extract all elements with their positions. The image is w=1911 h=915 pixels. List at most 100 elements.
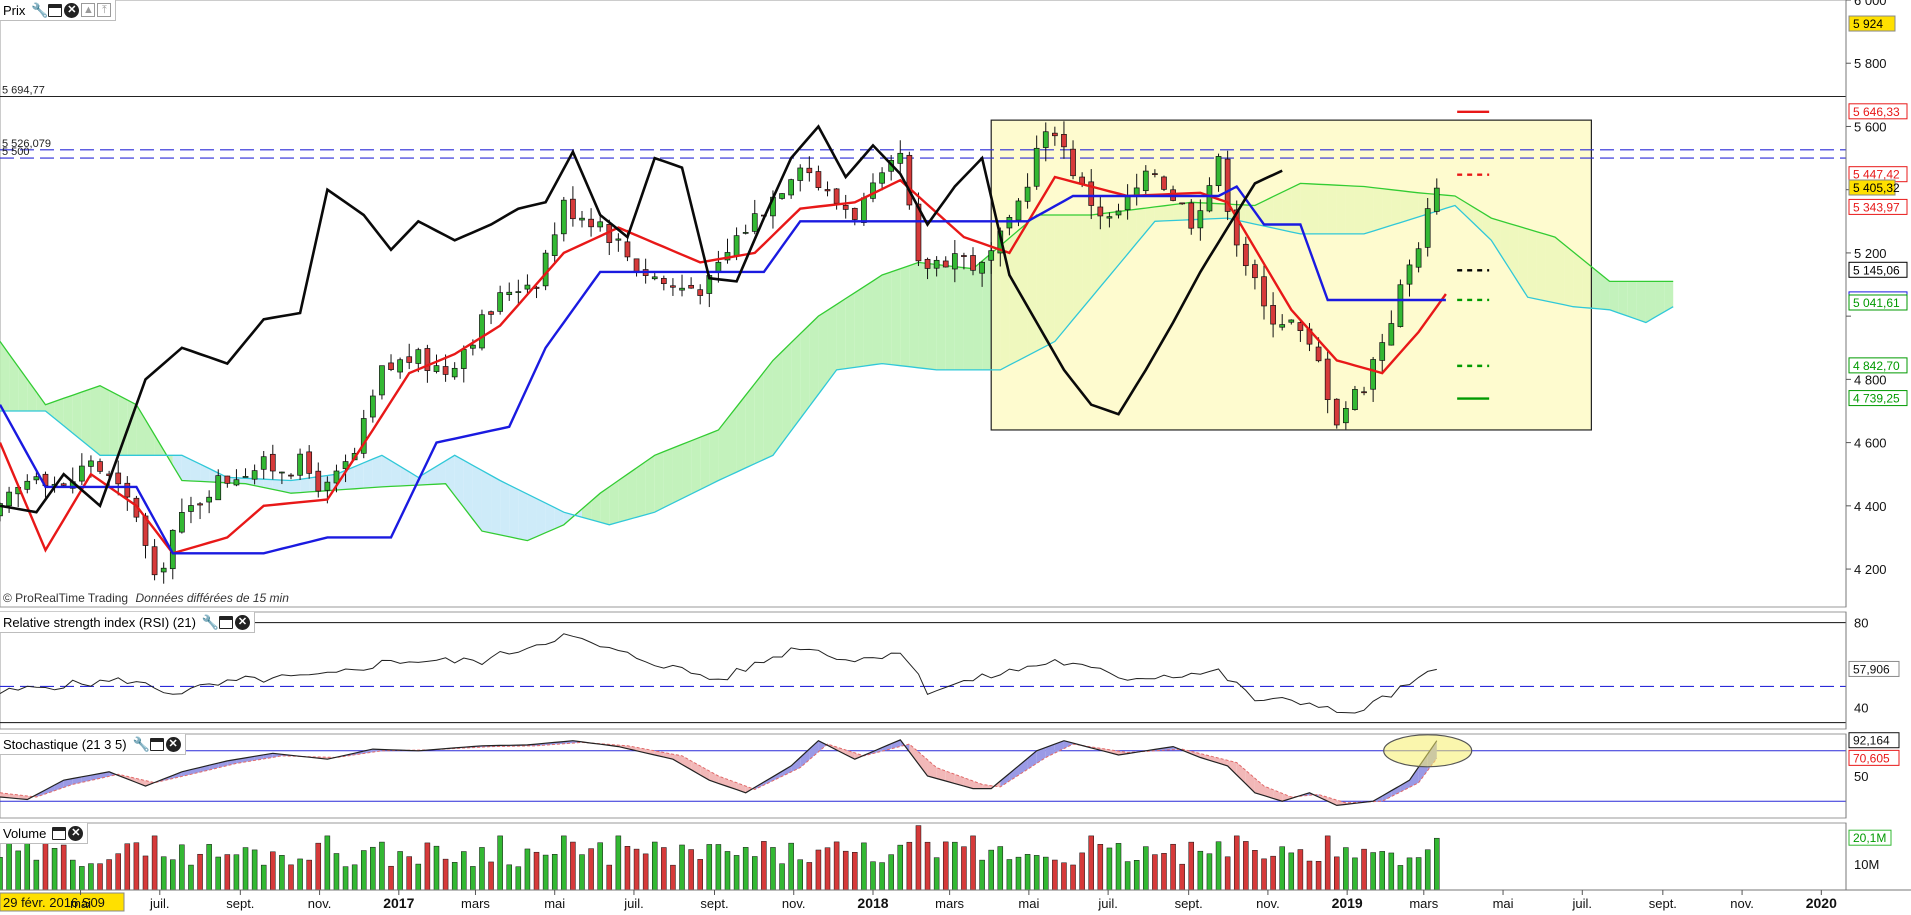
volume-bar (933, 857, 940, 891)
volume-bar (388, 865, 394, 891)
volume-bar (742, 847, 749, 891)
stoch-fill-segment (1018, 758, 1028, 776)
volume-bar (1015, 856, 1022, 891)
cloud-segment (791, 333, 801, 431)
volume-bar (1179, 863, 1185, 891)
cloud-segment (136, 404, 146, 456)
cloud-segment (754, 371, 764, 464)
candle-body (751, 213, 758, 232)
volume-bar (724, 851, 731, 891)
x-tick-label: 2017 (383, 895, 414, 911)
candle-body (660, 278, 667, 284)
candle-body (215, 475, 222, 501)
move-top-icon[interactable]: ⤒ (97, 3, 112, 17)
wrench-icon[interactable]: 🔧 (132, 735, 151, 752)
window-icon[interactable] (149, 737, 164, 751)
candle-body (442, 366, 449, 375)
cloud-segment (691, 437, 701, 495)
volume-bar (379, 841, 385, 891)
candle-body (1215, 156, 1222, 187)
stoch-fill-segment (1109, 749, 1119, 755)
candle-body (1115, 210, 1122, 216)
candle-body (1042, 131, 1049, 148)
volume-bar (952, 841, 958, 891)
price-tag-bg (1848, 357, 1908, 374)
volume-bar (706, 844, 713, 891)
candle-body (688, 284, 694, 289)
cloud-segment (354, 462, 364, 489)
volume-bar (397, 851, 403, 891)
candle-body (424, 348, 431, 371)
move-up-icon[interactable]: ▲ (81, 3, 96, 17)
stoch-fill-segment (54, 780, 64, 791)
cloud-segment (1627, 281, 1637, 320)
candle-body (1142, 170, 1149, 192)
price-tag-bg (1848, 179, 1896, 196)
candle-body (806, 167, 813, 174)
x-tick-label: mars (935, 896, 964, 911)
x-tick-label: mai (1493, 896, 1514, 911)
close-icon[interactable]: ✕ (64, 2, 80, 18)
price-tick-label: 5 200 (1854, 246, 1887, 261)
window-icon[interactable] (48, 3, 63, 17)
candle-body (1315, 346, 1322, 362)
cloud-segment (63, 395, 73, 434)
candle-body (1197, 210, 1204, 229)
wrench-icon[interactable]: 🔧 (201, 613, 220, 630)
x-tick-label: mai (70, 896, 91, 911)
stoch-fill-segment (782, 765, 792, 777)
cloud-segment (509, 485, 519, 539)
candle-body (242, 476, 249, 478)
candle-body (1097, 206, 1104, 217)
candle-body (1070, 148, 1076, 177)
candle-body (33, 476, 40, 481)
volume-bar (679, 844, 685, 891)
window-icon[interactable] (218, 615, 233, 629)
cloud-segment (172, 455, 182, 481)
cloud-segment (718, 418, 728, 481)
candle-body (497, 292, 503, 312)
volume-bar (24, 841, 31, 891)
window-icon[interactable] (52, 826, 67, 840)
stoch-fill-segment (763, 776, 773, 786)
candle-body (1033, 147, 1040, 187)
stoch-tick-label: 50 (1854, 769, 1868, 784)
volume-bar (542, 854, 549, 891)
stoch-fill-segment (45, 785, 55, 794)
stoch-fill-segment (682, 755, 692, 770)
close-icon[interactable]: ✕ (165, 736, 181, 752)
cloud-segment (963, 267, 974, 370)
volume-bar (1070, 864, 1076, 891)
candle-body (488, 311, 494, 315)
cloud-segment (672, 444, 683, 504)
candle-body (579, 217, 585, 221)
volume-bar (142, 855, 149, 891)
cloud-segment (391, 460, 401, 487)
stoch-value-label: 92,164 (1853, 734, 1890, 748)
volume-bar (160, 856, 167, 891)
volume-bar (842, 850, 849, 891)
price-tag-bg (1848, 15, 1896, 32)
volume-panel-title: Volume (3, 825, 47, 841)
volume-bar (824, 847, 831, 891)
candle-body (306, 451, 313, 474)
x-tick-label: mai (1018, 896, 1039, 911)
stoch-fill-segment (1118, 751, 1128, 755)
volume-bar (1288, 852, 1295, 891)
cloud-segment (72, 392, 82, 441)
cloud-segment (481, 470, 492, 534)
close-icon[interactable]: ✕ (234, 614, 250, 630)
cloud-segment (527, 494, 537, 541)
volume-bar (897, 844, 904, 891)
cloud-segment (90, 385, 101, 456)
candle-body (1324, 358, 1331, 401)
wrench-icon[interactable]: 🔧 (31, 1, 49, 18)
cloud-segment (100, 385, 110, 456)
candle-body (870, 182, 876, 199)
volume-bar (633, 848, 640, 891)
volume-bar (415, 863, 422, 891)
close-icon[interactable]: ✕ (68, 825, 84, 841)
cloud-segment (618, 474, 628, 523)
price-tick-label: 6 000 (1854, 0, 1887, 8)
candle-body (933, 259, 940, 269)
